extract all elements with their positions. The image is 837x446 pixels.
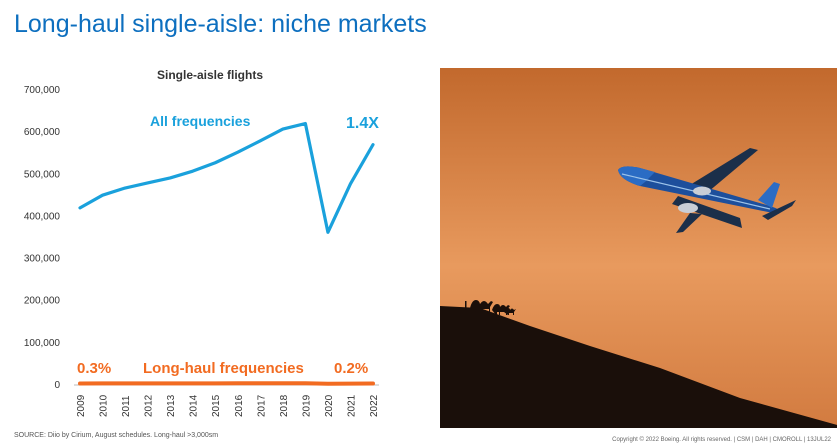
desert-hill-silhouette bbox=[440, 306, 837, 428]
y-tick-label: 500,000 bbox=[24, 169, 61, 180]
longhaul-end-share: 0.2% bbox=[334, 360, 368, 377]
x-tick-label: 2009 bbox=[76, 394, 87, 417]
series-layer bbox=[78, 121, 375, 386]
y-tick-label: 700,000 bbox=[24, 85, 61, 96]
chart-title: Single-aisle flights bbox=[157, 68, 263, 82]
airplane-sunset-photo bbox=[440, 68, 837, 428]
x-tick-label: 2012 bbox=[144, 394, 155, 417]
x-tick-label: 2014 bbox=[189, 394, 200, 417]
longhaul-frequencies-label: Long-haul frequencies bbox=[143, 360, 304, 377]
x-tick-label: 2016 bbox=[234, 394, 245, 417]
x-tick-label: 2015 bbox=[211, 394, 222, 417]
y-axis: 0 100,000 200,000 300,000 400,000 500,000 600,… bbox=[24, 85, 61, 391]
copyright-footer: Copyright © 2022 Boeing. All rights rese… bbox=[612, 437, 831, 443]
single-aisle-line-chart: Single-aisle flights 0 100,000 200,000 300,… bbox=[24, 68, 380, 417]
y-tick-label: 600,000 bbox=[24, 127, 61, 138]
x-tick-label: 2019 bbox=[301, 394, 312, 417]
source-footnote: SOURCE: Diio by Cirium, August schedules… bbox=[14, 432, 219, 439]
x-tick-label: 2021 bbox=[346, 394, 357, 417]
slide-title: Long-haul single-aisle: niche markets bbox=[14, 10, 427, 38]
x-tick-label: 2022 bbox=[369, 394, 380, 417]
longhaul-start-share: 0.3% bbox=[77, 360, 111, 377]
x-tick-label: 2011 bbox=[121, 395, 132, 417]
y-tick-label: 200,000 bbox=[24, 296, 61, 307]
x-tick-label: 2018 bbox=[279, 394, 290, 417]
x-axis: 2009 2010 2011 2012 2013 2014 2015 2016 2017 2018… bbox=[74, 384, 380, 417]
x-tick-label: 2017 bbox=[256, 394, 267, 417]
all-frequencies-label: All frequencies bbox=[150, 113, 251, 129]
all-frequencies-line bbox=[78, 121, 375, 234]
x-tick-label: 2020 bbox=[324, 394, 335, 417]
x-tick-label: 2010 bbox=[99, 394, 110, 417]
airplane-icon bbox=[618, 148, 796, 233]
y-tick-label: 400,000 bbox=[24, 211, 61, 222]
x-tick-label: 2013 bbox=[166, 394, 177, 417]
y-tick-label: 100,000 bbox=[24, 338, 61, 349]
y-tick-label: 300,000 bbox=[24, 254, 61, 265]
y-tick-label: 0 bbox=[54, 380, 60, 391]
camel-caravan-silhouette bbox=[465, 300, 516, 315]
all-multiplier-label: 1.4X bbox=[346, 115, 379, 132]
